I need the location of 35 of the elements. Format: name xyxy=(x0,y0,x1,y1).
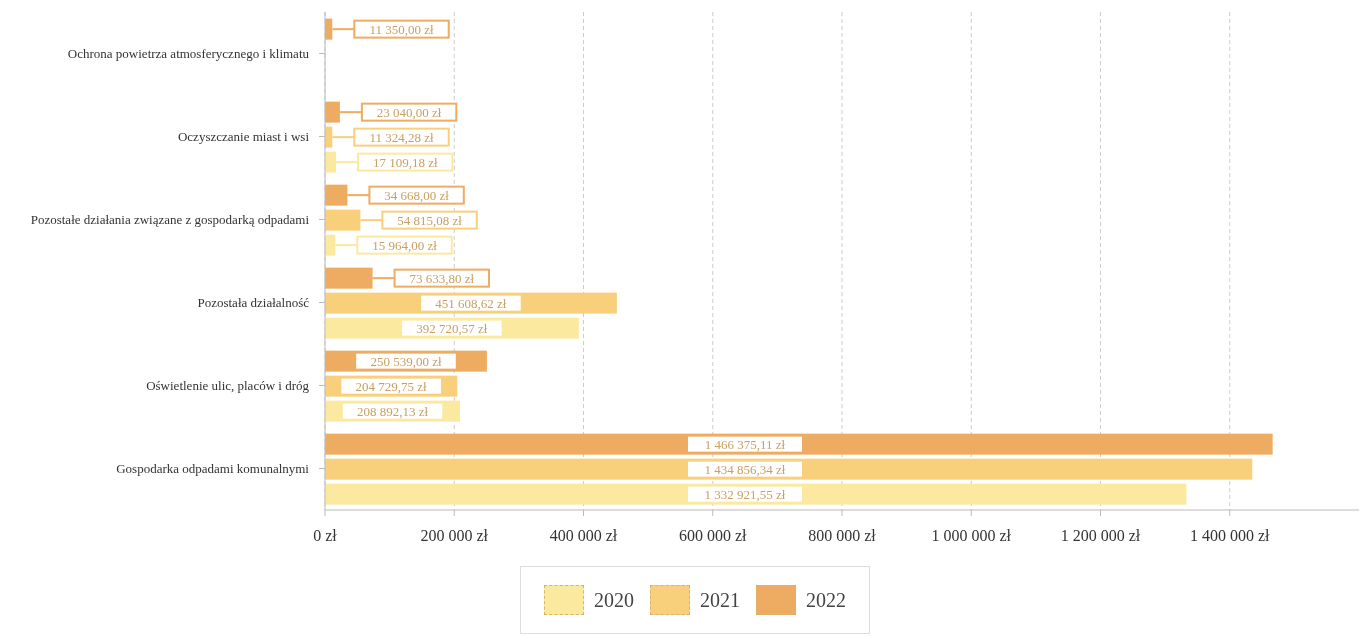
legend-label: 2021 xyxy=(700,588,740,612)
x-tick-label: 400 000 zł xyxy=(549,527,618,545)
data-label: 73 633,80 zł xyxy=(409,270,475,286)
x-tick-label: 800 000 zł xyxy=(808,527,877,545)
data-label: 1 332 921,55 zł xyxy=(704,486,786,502)
data-label: 451 608,62 zł xyxy=(435,295,507,311)
x-tick-label: 1 200 000 zł xyxy=(1060,527,1141,545)
data-label: 250 539,00 zł xyxy=(370,353,442,369)
bar xyxy=(325,458,1253,480)
x-tick-label: 0 zł xyxy=(313,527,338,545)
y-tick-label: Pozostałe działania związane z gospodarką odpadami xyxy=(30,211,310,227)
data-label: 1 434 856,34 zł xyxy=(704,461,786,477)
data-label: 11 350,00 zł xyxy=(369,21,434,37)
x-tick-label: 1 000 000 zł xyxy=(931,527,1012,545)
y-tick-label: Gospodarka odpadami komunalnymi xyxy=(116,460,310,476)
data-label: 11 324,28 zł xyxy=(369,129,434,145)
y-tick-label: Oświetlenie ulic, placów i dróg xyxy=(146,377,310,393)
data-label: 34 668,00 zł xyxy=(384,187,450,203)
legend-label: 2022 xyxy=(806,588,846,612)
x-tick-label: 1 400 000 zł xyxy=(1189,527,1271,545)
y-tick-label: Oczyszczanie miast i wsi xyxy=(177,128,310,144)
y-tick-label: Ochrona powietrza atmosferycznego i klimatu xyxy=(67,45,310,61)
bar xyxy=(325,433,1273,455)
data-label: 23 040,00 zł xyxy=(376,104,442,120)
data-label: 204 729,75 zł xyxy=(355,378,428,394)
data-label: 54 815,08 zł xyxy=(397,212,463,228)
x-tick-label: 200 000 zł xyxy=(420,527,489,545)
data-label: 17 109,18 zł xyxy=(372,154,438,170)
data-label: 208 892,13 zł xyxy=(356,403,429,419)
data-label: 392 720,57 zł xyxy=(416,320,488,336)
data-label: 15 964,00 zł xyxy=(372,237,438,253)
data-label: 1 466 375,11 zł xyxy=(704,436,786,452)
y-tick-label: Pozostała działalność xyxy=(197,294,310,310)
x-tick-label: 600 000 zł xyxy=(678,527,748,545)
legend-label: 2020 xyxy=(594,588,634,612)
